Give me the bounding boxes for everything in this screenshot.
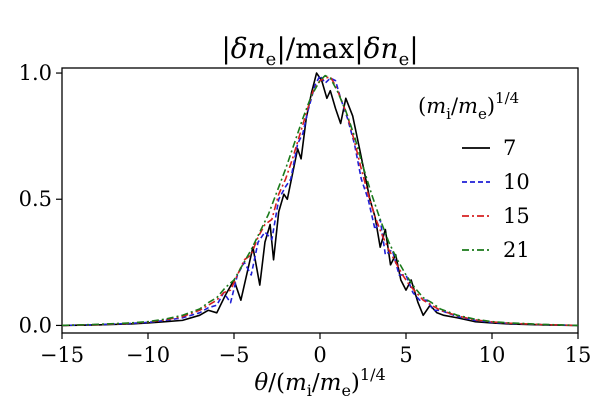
series-line-10 [61,74,579,327]
legend-label-15: 15 [503,204,530,228]
x-tick-label: 0 [313,343,326,367]
y-tick-label: 1.0 [19,61,52,85]
chart-title: |δne|/max|δne| [221,32,418,70]
legend-label-21: 21 [503,238,530,262]
series-layer [61,72,579,327]
x-tick-label: 5 [399,343,412,367]
x-tick-label: 10 [479,343,506,367]
x-tick-label: −5 [219,343,250,367]
x-axis-ticks: −15 −10 −5 0 5 10 15 [40,333,592,367]
y-axis-ticks: 0.0 0.5 1.0 [19,61,62,337]
y-tick-label: 0.5 [19,187,52,211]
series-line-15 [61,76,579,327]
legend-label-7: 7 [503,136,516,160]
x-axis-label: θ/(mi/me)1/4 [254,365,385,400]
x-tick-label: −10 [126,343,170,367]
series-line-21 [61,74,579,327]
y-tick-label: 0.0 [19,313,52,337]
series-line-7 [61,72,579,327]
x-tick-label: 15 [565,343,592,367]
x-tick-label: −15 [40,343,84,367]
plot-frame [61,67,579,334]
legend: (mi/me)1/4 7 10 15 21 [418,89,530,262]
legend-title: (mi/me)1/4 [418,89,519,123]
legend-label-10: 10 [503,170,530,194]
